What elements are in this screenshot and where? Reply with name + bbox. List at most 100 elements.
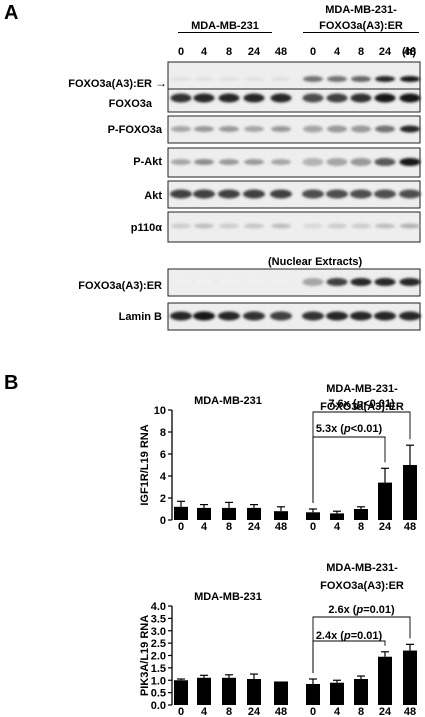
y-tick-label: 3.0: [151, 626, 166, 638]
significance-label: 5.3x (p<0.01): [316, 423, 383, 435]
blot-band: [195, 280, 213, 284]
blot-label-foxo3a-a3-er: FOXO3a(A3):ER: [68, 78, 152, 90]
bar: [354, 679, 368, 705]
bar: [403, 465, 417, 520]
x-tick-label: 4: [201, 706, 208, 717]
significance-label: 2.6x (p=0.01): [328, 604, 395, 616]
blot-band: [302, 93, 324, 103]
blot-band: [327, 223, 347, 229]
blot-band: [374, 93, 396, 103]
group2-header-line1: MDA-MB-231-: [325, 4, 397, 16]
blot-band: [193, 93, 215, 103]
blot-band: [399, 311, 421, 321]
timepoint-label: 0: [309, 46, 317, 58]
blot-band: [326, 278, 348, 286]
blot-band: [399, 189, 421, 199]
blot-band: [271, 223, 291, 229]
y-axis-label: PIK3A/L19 RNA: [139, 615, 151, 696]
blot-band: [194, 159, 214, 165]
blot-band: [375, 76, 395, 82]
blot-band: [350, 189, 372, 199]
bar: [306, 683, 320, 705]
blot-label-akt: Akt: [144, 190, 162, 202]
blot-label-p-foxo3a: P-FOXO3a: [107, 124, 162, 136]
blot-band: [270, 311, 292, 321]
blot-band: [351, 223, 371, 229]
blot-band: [219, 126, 239, 132]
timepoint-label: 24: [378, 46, 392, 58]
x-tick-label: 4: [334, 521, 341, 533]
blot-band: [170, 189, 192, 199]
blot-band: [171, 159, 191, 165]
blot-band: [170, 311, 192, 321]
group-label: MDA-MB-231: [194, 395, 262, 407]
x-tick-label: 48: [275, 706, 287, 717]
group-label: FOXO3a(A3):ER: [320, 580, 404, 592]
blot-band: [399, 158, 421, 166]
x-tick-label: 0: [178, 521, 184, 533]
blot-band: [400, 125, 420, 133]
timepoint-label: 8: [357, 46, 365, 58]
blot-band: [171, 77, 191, 81]
blot-band: [326, 158, 348, 166]
blot-band: [270, 93, 292, 103]
bar: [378, 656, 392, 705]
blot-band: [244, 159, 264, 165]
blot-band: [170, 93, 192, 103]
bar: [197, 677, 211, 705]
y-tick-label: 1.5: [151, 663, 166, 675]
group1-header: MDA-MB-231: [178, 20, 272, 33]
blot-band: [350, 311, 372, 321]
x-tick-label: 8: [358, 706, 364, 717]
y-tick-label: 3.5: [151, 613, 166, 625]
blot-band: [243, 311, 265, 321]
y-tick-label: 4: [160, 471, 167, 483]
blot-band: [326, 93, 348, 103]
blot-band: [303, 223, 323, 229]
blot-band: [194, 223, 214, 229]
timepoint-label: 48: [403, 46, 417, 58]
y-tick-label: 8: [160, 427, 166, 439]
x-tick-label: 48: [275, 521, 287, 533]
blot-band: [302, 158, 324, 166]
significance-bracket: [312, 436, 386, 503]
x-tick-label: 24: [248, 521, 261, 533]
blot-band: [245, 280, 263, 284]
blot-band: [271, 159, 291, 165]
y-tick-label: 1.0: [151, 675, 166, 687]
blot-band: [244, 77, 264, 81]
blot-band: [374, 158, 396, 166]
x-tick-label: 0: [310, 706, 316, 717]
blot-label-p110-alpha: p110α: [130, 222, 162, 234]
y-tick-label: 2.5: [151, 638, 166, 650]
bar: [174, 680, 188, 705]
blot-band: [302, 189, 324, 199]
bar: [247, 679, 261, 705]
bar: [354, 509, 368, 520]
x-tick-label: 48: [404, 521, 416, 533]
blot-band: [193, 311, 215, 321]
blot-band: [244, 126, 264, 132]
timepoint-label: 4: [333, 46, 341, 58]
group-label: FOXO3a(A3):ER: [320, 401, 404, 413]
group-label: MDA-MB-231-: [326, 383, 398, 395]
x-tick-label: 4: [334, 706, 341, 717]
blot-band: [219, 159, 239, 165]
blot-band: [272, 280, 290, 284]
blot-band: [327, 76, 347, 82]
significance-label: 2.4x (p=0.01): [316, 630, 383, 642]
blot-band: [271, 126, 291, 132]
x-tick-label: 8: [226, 706, 232, 717]
x-tick-label: 24: [379, 521, 392, 533]
timepoint-label: 48: [274, 46, 288, 58]
blot-band: [220, 280, 238, 284]
blot-band: [375, 125, 395, 133]
bar: [403, 650, 417, 705]
blot-band: [194, 126, 214, 132]
y-tick-label: 2.0: [151, 651, 166, 663]
blot-band: [374, 311, 396, 321]
blot-band: [171, 126, 191, 132]
x-tick-label: 24: [248, 706, 261, 717]
blot-band: [171, 223, 191, 229]
